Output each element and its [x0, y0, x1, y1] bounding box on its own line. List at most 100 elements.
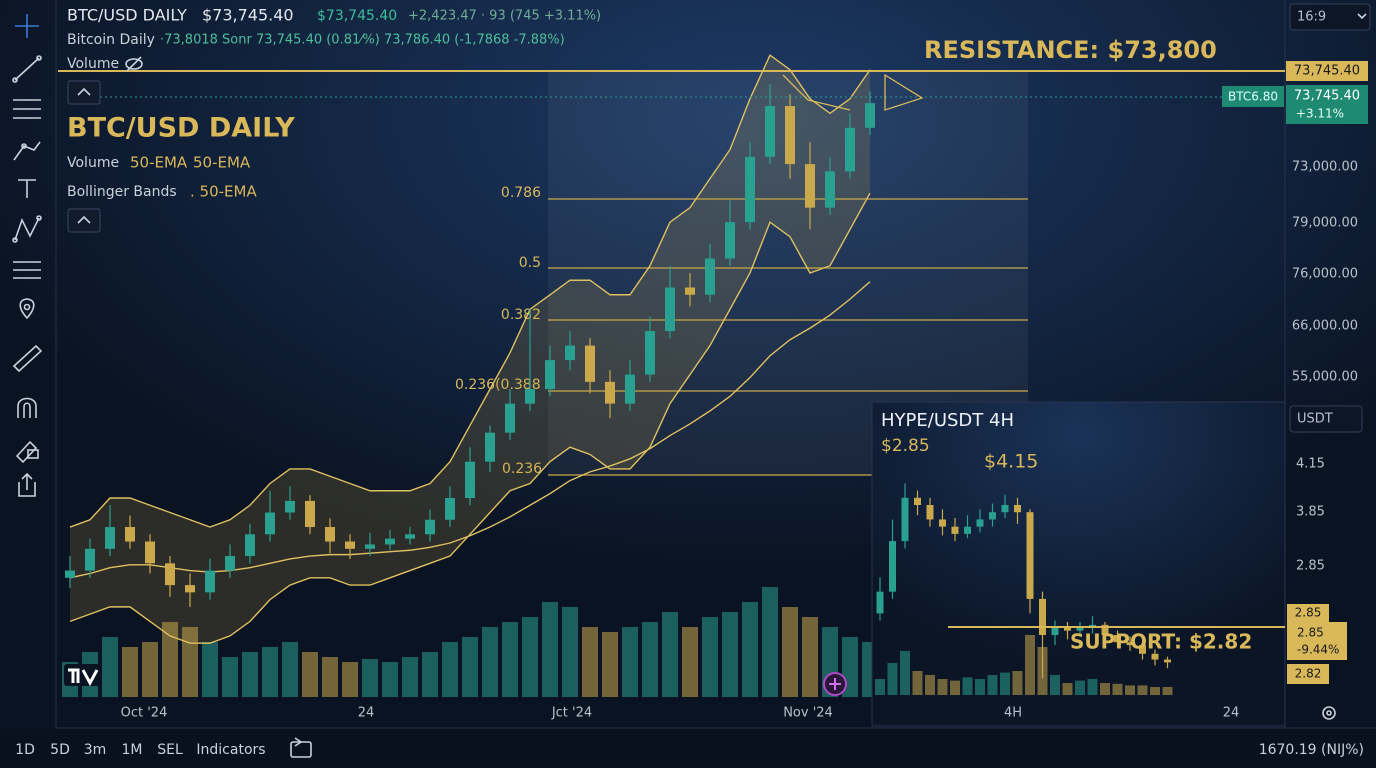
candle-body	[805, 164, 815, 208]
range-button[interactable]: 5D	[50, 742, 70, 758]
candle-body	[205, 570, 215, 593]
currency-select[interactable]	[1289, 405, 1363, 433]
last-price-tag	[1286, 85, 1368, 124]
candle-body	[285, 500, 295, 513]
fib-label: 0.236(0.388	[455, 377, 541, 393]
volume-bar	[542, 602, 558, 697]
candle-body	[1026, 512, 1034, 599]
volume-label: Volume	[67, 56, 119, 72]
range-button[interactable]: 1D	[15, 742, 35, 758]
candle-body	[145, 541, 155, 564]
volume-bar	[912, 671, 923, 695]
pattern-tool[interactable]	[12, 215, 42, 243]
candle-body	[345, 541, 355, 549]
range-button[interactable]: 3m	[84, 742, 107, 758]
brush-tool[interactable]	[13, 141, 41, 161]
volume-bar	[975, 679, 985, 695]
candle-body	[425, 519, 435, 535]
settings-icon[interactable]	[1322, 706, 1336, 720]
pattern-drawing	[782, 74, 851, 111]
candle-body	[964, 526, 971, 534]
candle-body	[1064, 627, 1071, 631]
price: $73,745.40	[202, 6, 294, 25]
volume-bar	[102, 637, 118, 697]
symbol-tag	[1222, 86, 1284, 107]
ema-line	[69, 281, 871, 579]
bollinger-lower-line	[69, 192, 871, 644]
inset-price-label: 2.85	[1296, 559, 1325, 574]
inset-peak: $4.15	[984, 451, 1038, 473]
replay-icon[interactable]	[290, 737, 312, 758]
volume-bar	[1000, 672, 1010, 695]
candle-body	[545, 360, 555, 390]
candle-body	[1151, 653, 1159, 660]
volume-bar	[242, 652, 258, 697]
candle-body	[725, 222, 735, 259]
time-label: Nov '24	[783, 706, 833, 721]
last-price: 73,745.40	[1294, 89, 1360, 104]
volume-bar	[962, 677, 973, 695]
candle-body	[1051, 627, 1059, 635]
volume-bar	[1062, 683, 1073, 695]
candle-body	[745, 156, 755, 223]
collapse-button[interactable]	[67, 80, 101, 105]
symbol: BTC/USD DAILY	[67, 6, 187, 25]
volume-bar	[602, 632, 618, 697]
lock-tool[interactable]	[15, 440, 39, 464]
range-button[interactable]: 1M	[122, 742, 143, 758]
volume-bar	[202, 642, 218, 697]
text-tool[interactable]	[18, 179, 36, 198]
candle-body	[976, 519, 984, 527]
candle-body	[1076, 627, 1084, 631]
candle-body	[165, 563, 175, 586]
volume-bar	[122, 647, 138, 697]
volume-bar	[937, 679, 948, 695]
candle-body	[625, 374, 635, 404]
volume-bar	[422, 652, 438, 697]
hide-icon[interactable]	[125, 56, 143, 72]
magnet-tool[interactable]	[17, 397, 37, 419]
volume-bar	[887, 663, 898, 695]
candle-body	[585, 345, 595, 382]
candle-body	[265, 512, 275, 535]
candle-body	[105, 527, 115, 549]
volume-bar	[802, 617, 818, 697]
candle-body	[825, 171, 835, 208]
collapse-button[interactable]	[67, 208, 101, 233]
inset-price: $2.85	[881, 436, 930, 456]
volume-bar	[662, 612, 678, 697]
ruler-tool[interactable]	[12, 344, 43, 373]
add-button[interactable]	[823, 672, 847, 696]
inset-support-text: 2.82	[1295, 667, 1322, 681]
volume-bar	[482, 627, 498, 697]
ratio-select[interactable]	[1289, 3, 1371, 31]
range-button[interactable]: SEL	[157, 742, 183, 758]
share-tool[interactable]	[18, 472, 36, 497]
lines-tool[interactable]	[13, 99, 41, 119]
price-label: 76,000.00	[1292, 267, 1358, 282]
trendline-tool[interactable]	[12, 55, 42, 83]
volume-bar	[1150, 687, 1160, 695]
indicators-button[interactable]: Indicators	[196, 742, 265, 758]
candle-body	[889, 541, 896, 592]
currency: USDT	[1297, 412, 1333, 427]
volume-bar	[1025, 635, 1035, 695]
candle-body	[505, 403, 515, 433]
fib-tool[interactable]	[13, 261, 41, 279]
candle-body	[645, 331, 655, 375]
tv-logo	[64, 664, 102, 687]
candle-body	[1114, 635, 1121, 643]
crosshair-tool[interactable]	[15, 14, 39, 38]
pin-tool[interactable]	[19, 298, 35, 320]
volume-bar	[622, 627, 638, 697]
volume-bar	[642, 622, 658, 697]
inset-last: 2.85	[1297, 626, 1324, 640]
candle-body	[465, 461, 475, 498]
volume-bar	[562, 607, 578, 697]
candle-body	[1001, 505, 1009, 513]
volume-bar	[1125, 685, 1135, 695]
inset-support-tag	[1287, 664, 1329, 684]
price-tag	[1286, 61, 1368, 81]
fib-label: 0.786	[501, 185, 541, 201]
volume-bar	[722, 612, 738, 697]
